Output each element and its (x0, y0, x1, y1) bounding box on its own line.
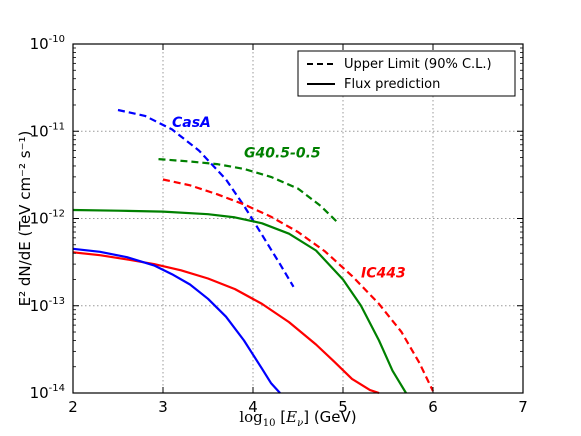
x-tick-label: 3 (158, 398, 168, 416)
legend-label-upper-limit: Upper Limit (90% C.L.) (344, 57, 492, 72)
series-line-g40-5-0-5-prediction (72, 208, 407, 394)
x-tick-label: 4 (248, 398, 258, 416)
grid-lines (73, 44, 523, 393)
series-line-casa-upper-limit (117, 108, 295, 288)
series-line-g40-5-0-5-upper-limit (158, 158, 340, 225)
source-annotations: CasA G40.5-0.5 IC443 (172, 115, 406, 282)
legend-label-flux-prediction: Flux prediction (344, 77, 440, 92)
x-tick-label: 6 (428, 398, 438, 416)
x-axis-variable: E (285, 408, 297, 426)
x-tick-label: 5 (338, 398, 348, 416)
x-axis-log: log (239, 408, 263, 426)
x-axis-log-subscript: 10 (263, 418, 276, 429)
series-line-casa-prediction (72, 247, 281, 394)
legend-box (297, 50, 516, 97)
annotation-ic443: IC443 (361, 266, 406, 282)
y-tick-label: 10-12 (30, 209, 65, 228)
x-tick-label: 7 (518, 398, 528, 416)
y-tick-label: 10-11 (30, 121, 65, 140)
legend: Upper Limit (90% C.L.) Flux prediction (297, 50, 516, 97)
x-axis-unit: (GeV) (314, 408, 357, 426)
x-axis-title: log10 [Eν] (GeV) (239, 408, 356, 429)
y-axis-title: E² dN/dE (TeV cm⁻² s⁻¹) (16, 131, 34, 307)
y-tick-label: 10-10 (30, 34, 65, 53)
series-lines (72, 108, 434, 395)
axis-ticks: 2 3 4 5 6 7 10-14 10-13 10-12 10-11 10-10 (30, 34, 528, 416)
annotation-casa: CasA (172, 115, 211, 131)
annotation-g40-5-0-5: G40.5-0.5 (244, 146, 321, 162)
series-line-ic443-upper-limit (162, 178, 434, 392)
x-tick-label: 2 (68, 398, 78, 416)
series-line-ic443-prediction (72, 251, 380, 395)
y-tick-label: 10-13 (30, 296, 65, 315)
y-tick-label: 10-14 (30, 383, 65, 402)
x-axis-variable-subscript: ν (297, 418, 303, 429)
